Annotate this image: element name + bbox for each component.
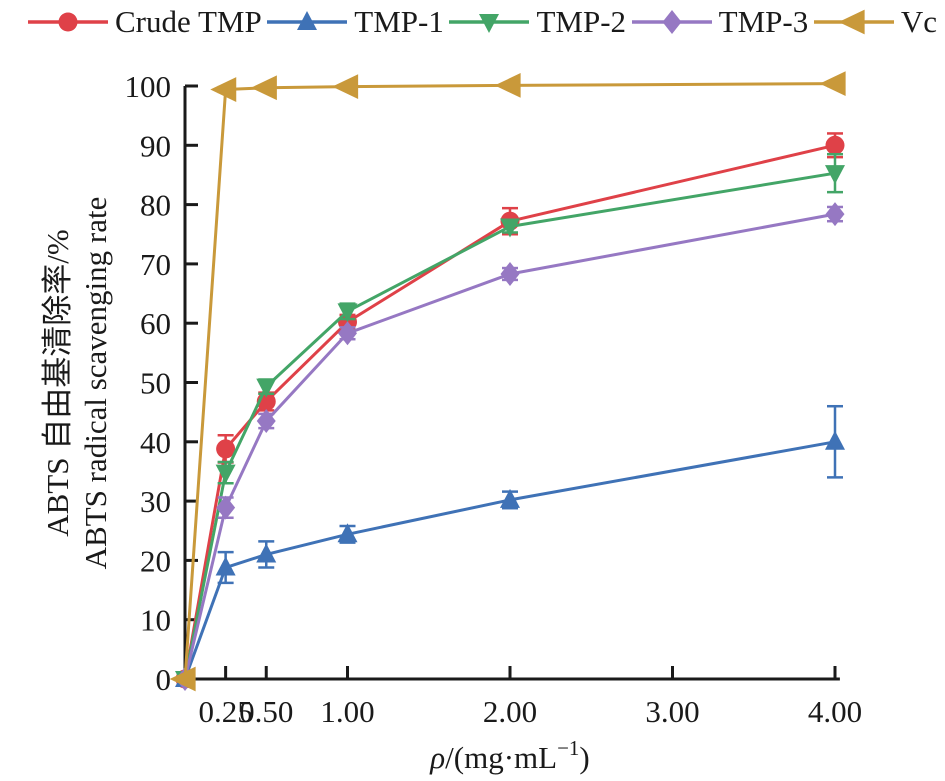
triangle-up-marker bbox=[337, 523, 358, 543]
circle-icon bbox=[58, 12, 78, 31]
series-line bbox=[183, 440, 836, 680]
y-axis-label-en: ABTS radical scavenging rate bbox=[78, 197, 113, 570]
y-tick-label: 30 bbox=[140, 484, 171, 519]
y-tick-label: 70 bbox=[140, 247, 171, 282]
legend-item-tmp-1: TMP-1 bbox=[265, 6, 444, 37]
triangle-down-marker bbox=[500, 218, 520, 238]
x-axis-label: ρ/(mg·mL−1) bbox=[429, 736, 589, 775]
y-tick-label: 0 bbox=[156, 662, 172, 697]
legend-item-tmp-2: TMP-2 bbox=[447, 6, 626, 37]
legend-label-crude-tmp: Crude TMP bbox=[115, 4, 262, 39]
triangle-left-marker bbox=[250, 75, 277, 101]
x-tick-label: 0.50 bbox=[239, 694, 293, 729]
diamond-marker bbox=[256, 409, 276, 434]
chart-legend: Crude TMP TMP-1 TMP-2 TMP-3 Vc bbox=[26, 6, 937, 37]
y-tick-label: 80 bbox=[140, 188, 171, 223]
y-axis-label-cn: ABTS 自由基清除率/% bbox=[40, 229, 75, 536]
y-tick-label: 10 bbox=[140, 603, 171, 638]
series-tmp-3 bbox=[175, 202, 845, 691]
triangle-down-marker bbox=[337, 303, 358, 323]
triangle-left-marker bbox=[494, 73, 521, 98]
triangle-left-marker bbox=[819, 71, 846, 97]
series-vc bbox=[169, 71, 846, 692]
legend-marker-tmp-3-diamond-icon bbox=[631, 9, 712, 34]
legend-marker-vc-triangle-left-icon bbox=[813, 9, 894, 34]
triangle-up-marker bbox=[256, 543, 277, 563]
legend-label-tmp-3: TMP-3 bbox=[718, 4, 809, 39]
x-tick-label: 0.25 bbox=[199, 694, 253, 729]
series-line bbox=[183, 171, 836, 680]
y-tick-label: 60 bbox=[140, 306, 171, 341]
triangle-left-marker bbox=[332, 74, 359, 99]
triangle-up-icon bbox=[297, 10, 318, 30]
triangle-up-marker bbox=[500, 488, 520, 508]
series-line bbox=[183, 82, 836, 680]
series-line bbox=[183, 143, 836, 680]
x-tick-label: 3.00 bbox=[645, 694, 699, 729]
triangle-down-icon bbox=[479, 13, 500, 33]
diamond-icon bbox=[662, 9, 682, 34]
triangle-left-marker bbox=[169, 666, 196, 692]
axes-spines bbox=[183, 86, 840, 681]
x-tick-label: 2.00 bbox=[483, 694, 537, 729]
y-tick-label: 50 bbox=[140, 366, 171, 401]
legend-label-vc: Vc bbox=[900, 4, 937, 39]
triangle-up-marker bbox=[825, 430, 845, 450]
diamond-marker bbox=[825, 202, 845, 227]
triangle-down-marker bbox=[825, 165, 845, 185]
x-tick-label: 1.00 bbox=[320, 694, 374, 729]
legend-item-crude-tmp: Crude TMP bbox=[26, 6, 262, 37]
y-tick-label: 90 bbox=[140, 128, 171, 163]
y-tick-label: 100 bbox=[125, 69, 172, 104]
series-tmp-2 bbox=[175, 152, 845, 690]
y-tick-label: 40 bbox=[140, 425, 171, 460]
legend-marker-crude-tmp-circle-icon bbox=[28, 12, 108, 31]
y-axis-label: ABTS 自由基清除率/% ABTS radical scavenging rat… bbox=[40, 197, 113, 570]
y-tick-label: 20 bbox=[140, 543, 171, 578]
triangle-up-marker bbox=[215, 556, 236, 576]
triangle-left-marker bbox=[210, 77, 237, 102]
legend-label-tmp-1: TMP-1 bbox=[354, 4, 444, 39]
diamond-marker bbox=[338, 321, 357, 346]
diamond-marker bbox=[500, 261, 520, 286]
series-tmp-1 bbox=[175, 404, 845, 687]
legend-marker-tmp-2-triangle-down-icon bbox=[449, 13, 530, 33]
x-tick-label: 4.00 bbox=[808, 694, 862, 729]
series-crude-tmp bbox=[175, 132, 845, 689]
triangle-down-marker bbox=[215, 464, 236, 484]
series-line bbox=[183, 212, 836, 680]
x-axis: 0.250.50 1.00 2.00 3.00 4.00 bbox=[199, 666, 862, 729]
circle-marker bbox=[825, 135, 845, 155]
legend-label-tmp-2: TMP-2 bbox=[536, 4, 627, 39]
triangle-left-icon bbox=[838, 9, 865, 34]
circle-marker bbox=[216, 439, 236, 459]
y-axis: 0 10 20 30 40 50 60 70 80 90 100 bbox=[125, 69, 198, 697]
triangle-down-marker bbox=[256, 378, 277, 398]
diamond-marker bbox=[216, 495, 236, 520]
legend-marker-tmp-1-triangle-up-icon bbox=[267, 10, 348, 30]
legend-item-tmp-3: TMP-3 bbox=[630, 4, 809, 39]
legend-item-vc: Vc bbox=[812, 6, 937, 37]
